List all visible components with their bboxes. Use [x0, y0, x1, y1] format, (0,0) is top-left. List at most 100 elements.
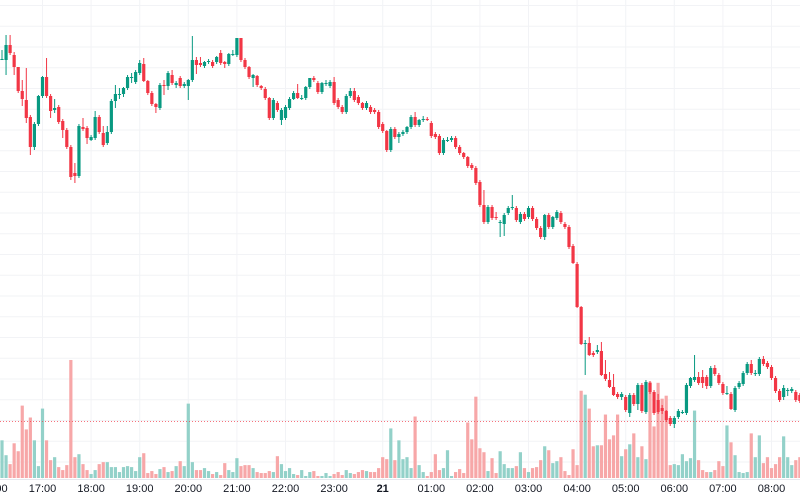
candle-body [668, 418, 672, 424]
volume-bar [312, 471, 316, 478]
candle-body [737, 383, 741, 387]
volume-bar [292, 474, 296, 478]
candle [247, 66, 251, 79]
candle [57, 105, 61, 124]
candle [692, 355, 697, 382]
candle-body [462, 153, 466, 157]
time-axis[interactable] [0, 479, 800, 500]
volume-bar [701, 470, 705, 478]
candle [790, 387, 794, 393]
volume-bar [429, 472, 433, 478]
candle [97, 115, 101, 134]
candle-body [721, 384, 725, 393]
candle-body [251, 75, 255, 78]
time-label: 23:00 [320, 483, 348, 495]
candle-body [105, 132, 109, 143]
candle-body [567, 227, 571, 247]
candle [421, 116, 425, 122]
candle [243, 58, 247, 69]
candle [676, 409, 680, 419]
candle-body [498, 222, 502, 223]
candle [648, 381, 652, 394]
volume-bar [81, 464, 85, 478]
candle-body [368, 107, 373, 112]
candle [138, 60, 142, 75]
volume-bar [692, 410, 697, 478]
candle [518, 212, 522, 224]
candle-body [53, 108, 57, 110]
candle [753, 370, 757, 376]
volume-bar [611, 435, 616, 478]
candle-body [583, 343, 587, 344]
time-label: 21 [377, 483, 389, 495]
volume-bar [279, 464, 284, 478]
candle-body [275, 103, 279, 110]
volume-bar [769, 468, 774, 478]
candle [0, 50, 4, 60]
candle-body [344, 96, 348, 112]
volume-bar [595, 445, 599, 478]
volume-bar [733, 455, 737, 478]
candle-body [154, 104, 158, 107]
candle-body [595, 350, 599, 352]
candle-body [182, 84, 186, 86]
volume-bar [283, 471, 288, 478]
volume-bar [543, 446, 547, 478]
candle-body [320, 83, 324, 92]
candle [275, 101, 279, 112]
volume-bar [522, 468, 527, 478]
candle [215, 56, 219, 64]
volume-bar [644, 459, 648, 478]
candle [121, 87, 126, 97]
candle-body [717, 375, 721, 383]
candle-body [381, 124, 385, 131]
candle [672, 416, 676, 428]
candle-body [247, 67, 251, 77]
volume-bar [125, 466, 130, 478]
volume-bar [53, 457, 57, 478]
volume-bar [385, 459, 389, 478]
volume-bar [146, 473, 150, 478]
volume-bar [4, 455, 8, 478]
volume-bar [105, 462, 109, 478]
volume-bar [393, 460, 397, 478]
volume-bar [304, 476, 308, 478]
candle-body [587, 343, 591, 355]
candle [255, 75, 259, 87]
candle-body [794, 392, 798, 400]
candle [279, 108, 284, 125]
candle-body [121, 88, 126, 94]
candle-body [373, 110, 377, 112]
volume-bar [490, 458, 494, 478]
volume-bar [790, 465, 794, 478]
candle-body [745, 364, 749, 373]
volume-bar [97, 464, 101, 478]
candle [498, 220, 502, 237]
volume-bar [628, 444, 632, 478]
volume-bar [753, 457, 757, 478]
volume-bar [267, 471, 271, 478]
candle-body [16, 67, 20, 91]
candle [158, 83, 162, 110]
volume-bar [251, 468, 255, 478]
volume-bar [61, 470, 65, 478]
candle [433, 132, 437, 139]
volume-bar [741, 473, 745, 478]
candle [28, 115, 32, 155]
volume-bar [332, 474, 336, 478]
candle-body [8, 45, 12, 53]
candle-body [267, 98, 271, 118]
volume-bar [587, 408, 591, 478]
volume-bar [640, 446, 644, 478]
candle-body [757, 359, 761, 374]
candle-body [308, 78, 312, 87]
candle [745, 362, 749, 375]
time-label: 17:00 [29, 483, 57, 495]
candle-body [69, 147, 73, 177]
time-label: 16:00 [0, 483, 8, 495]
candle [458, 145, 462, 155]
candle-body [316, 83, 320, 92]
candle-body [215, 57, 219, 62]
volume-bar [340, 475, 344, 478]
